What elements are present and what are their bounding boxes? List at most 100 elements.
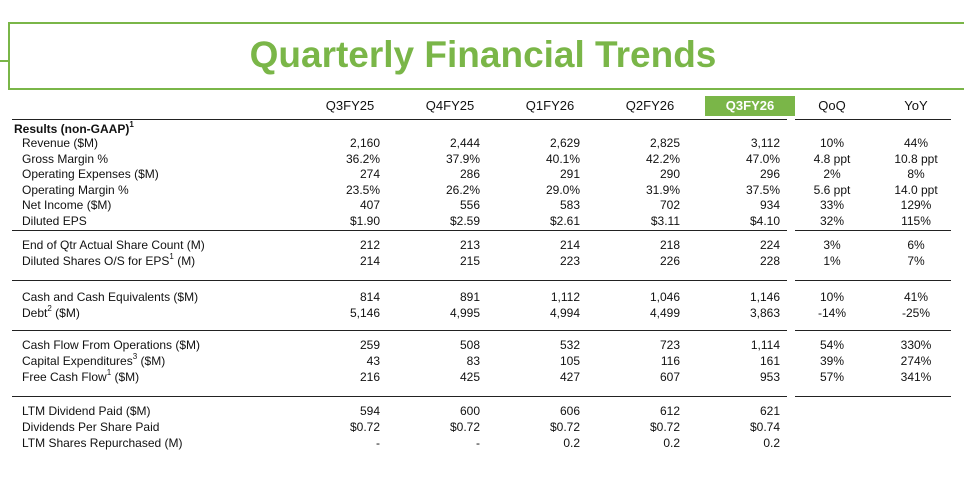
- cell-value: 116: [660, 354, 680, 368]
- cell-value: 1,112: [550, 290, 580, 304]
- cell-value: 953: [759, 370, 780, 384]
- cell-value: 594: [359, 404, 380, 418]
- cell-value: 723: [659, 338, 680, 352]
- yoy-value: 341%: [900, 370, 932, 384]
- cell-value: 1,046: [649, 290, 680, 304]
- cell-value: 702: [659, 198, 680, 212]
- cell-value: 26.2%: [445, 182, 480, 197]
- table-row: Diluted Shares O/S for EPS1 (M) 214 215 223…: [0, 252, 966, 270]
- cell-value: 23.5%: [345, 182, 380, 197]
- qoq-value: 3%: [823, 238, 841, 252]
- cell-value: 3,863: [749, 306, 780, 320]
- cell-value: 105: [559, 354, 580, 368]
- cell-value: 286: [459, 167, 480, 181]
- table-row: Debt2 ($M) 5,146 4,995 4,994 4,499 3,863 -14% -…: [0, 304, 966, 322]
- header-rule: [12, 119, 787, 120]
- row-label: Dividends Per Share Paid: [22, 420, 160, 434]
- row-label: Free Cash Flow1 ($M): [22, 368, 140, 384]
- column-header: Q2FY26: [625, 98, 675, 113]
- header-rule: [795, 119, 951, 120]
- row-label: Net Income ($M): [22, 198, 112, 212]
- cell-value: 296: [759, 167, 780, 181]
- cell-value: 621: [759, 404, 780, 418]
- row-label: Cash and Cash Equivalents ($M): [22, 290, 199, 304]
- qoq-value: 2%: [823, 167, 841, 181]
- qoq-value: 54%: [819, 338, 845, 352]
- cell-value: 583: [559, 198, 580, 212]
- row-label: Revenue ($M): [22, 136, 99, 150]
- yoy-value: 6%: [907, 238, 925, 252]
- section-rule: [795, 230, 951, 231]
- cell-value: 226: [659, 254, 680, 268]
- section-rule: [12, 280, 787, 281]
- qoq-value: 32%: [819, 213, 845, 228]
- cell-value: $2.59: [449, 213, 480, 228]
- section-rule: [12, 230, 787, 231]
- yoy-value: 330%: [900, 338, 932, 352]
- cell-value: 259: [359, 338, 380, 352]
- cell-value: $2.61: [549, 213, 580, 228]
- cell-value: 224: [759, 238, 780, 252]
- cell-value: 612: [659, 404, 680, 418]
- cell-value: 1,114: [750, 338, 780, 352]
- qoq-value: 57%: [819, 370, 845, 384]
- row-label: End of Qtr Actual Share Count (M): [22, 238, 205, 252]
- title-accent-line: [0, 60, 10, 62]
- cell-value: 161: [759, 354, 780, 368]
- qoq-value: 39%: [819, 354, 845, 368]
- section-rule: [12, 396, 787, 397]
- change-column-header: YoY: [904, 98, 928, 113]
- column-header: Q3FY25: [325, 98, 375, 113]
- cell-value: 4,995: [449, 306, 480, 320]
- cell-value: 1,146: [749, 290, 780, 304]
- title-frame: [8, 22, 964, 90]
- table-row: Operating Expenses ($M) 274 286 291 290 296 2%…: [0, 167, 966, 183]
- cell-value: 2,629: [549, 136, 580, 150]
- page-title: Quarterly Financial Trends: [249, 34, 717, 75]
- row-label: Gross Margin %: [22, 151, 109, 166]
- column-header: Q4FY25: [425, 98, 475, 113]
- table-row: Cash and Cash Equivalents ($M) 814 891 1,11…: [0, 290, 966, 306]
- cell-value: $0.74: [749, 420, 780, 434]
- row-label: Diluted Shares O/S for EPS1 (M): [22, 252, 196, 268]
- column-header: Q3FY26: [705, 96, 795, 116]
- cell-value: 43: [366, 354, 380, 368]
- table-row: LTM Shares Repurchased (M) - - 0.2 0.2 0.2: [0, 436, 966, 452]
- table-row: Gross Margin % 36.2% 37.9% 40.1% 42.2% 47.0% 4…: [0, 152, 966, 168]
- table-row: End of Qtr Actual Share Count (M) 212 213 2…: [0, 238, 966, 254]
- yoy-value: 129%: [900, 198, 932, 212]
- cell-value: 31.9%: [645, 182, 680, 197]
- qoq-value: 33%: [819, 198, 845, 212]
- cell-value: 607: [659, 370, 680, 384]
- yoy-value: 44%: [903, 136, 929, 150]
- cell-value: 215: [459, 254, 480, 268]
- yoy-value: 8%: [907, 167, 925, 181]
- cell-value: 274: [359, 167, 380, 181]
- cell-value: 427: [559, 370, 580, 384]
- yoy-value: 115%: [901, 213, 931, 228]
- cell-value: 0.2: [763, 436, 780, 450]
- cell-value: 47.0%: [745, 151, 780, 166]
- cell-value: $1.90: [349, 213, 380, 228]
- cell-value: 2,160: [349, 136, 380, 150]
- cell-value: -: [376, 436, 380, 450]
- cell-value: 228: [759, 254, 780, 268]
- row-label: Operating Margin %: [22, 182, 129, 197]
- yoy-value: 14.0 ppt: [894, 182, 938, 197]
- qoq-value: 4.8 ppt: [813, 151, 851, 166]
- cell-value: 0.2: [563, 436, 580, 450]
- table-row: Net Income ($M) 407 556 583 702 934 33% 129%: [0, 198, 966, 214]
- yoy-value: 41%: [903, 290, 929, 304]
- footnote-marker: 1: [129, 120, 134, 129]
- row-label: Diluted EPS: [22, 213, 87, 228]
- cell-value: 532: [559, 338, 580, 352]
- cell-value: 223: [559, 254, 580, 268]
- qoq-value: -14%: [817, 306, 846, 320]
- cell-value: 4,499: [649, 306, 680, 320]
- qoq-value: 1%: [823, 254, 841, 268]
- cell-value: 891: [459, 290, 480, 304]
- row-label: Operating Expenses ($M): [22, 167, 159, 181]
- column-header: Q1FY26: [525, 98, 575, 113]
- footnote-marker: 1: [106, 368, 112, 377]
- footnote-marker: 3: [132, 352, 138, 361]
